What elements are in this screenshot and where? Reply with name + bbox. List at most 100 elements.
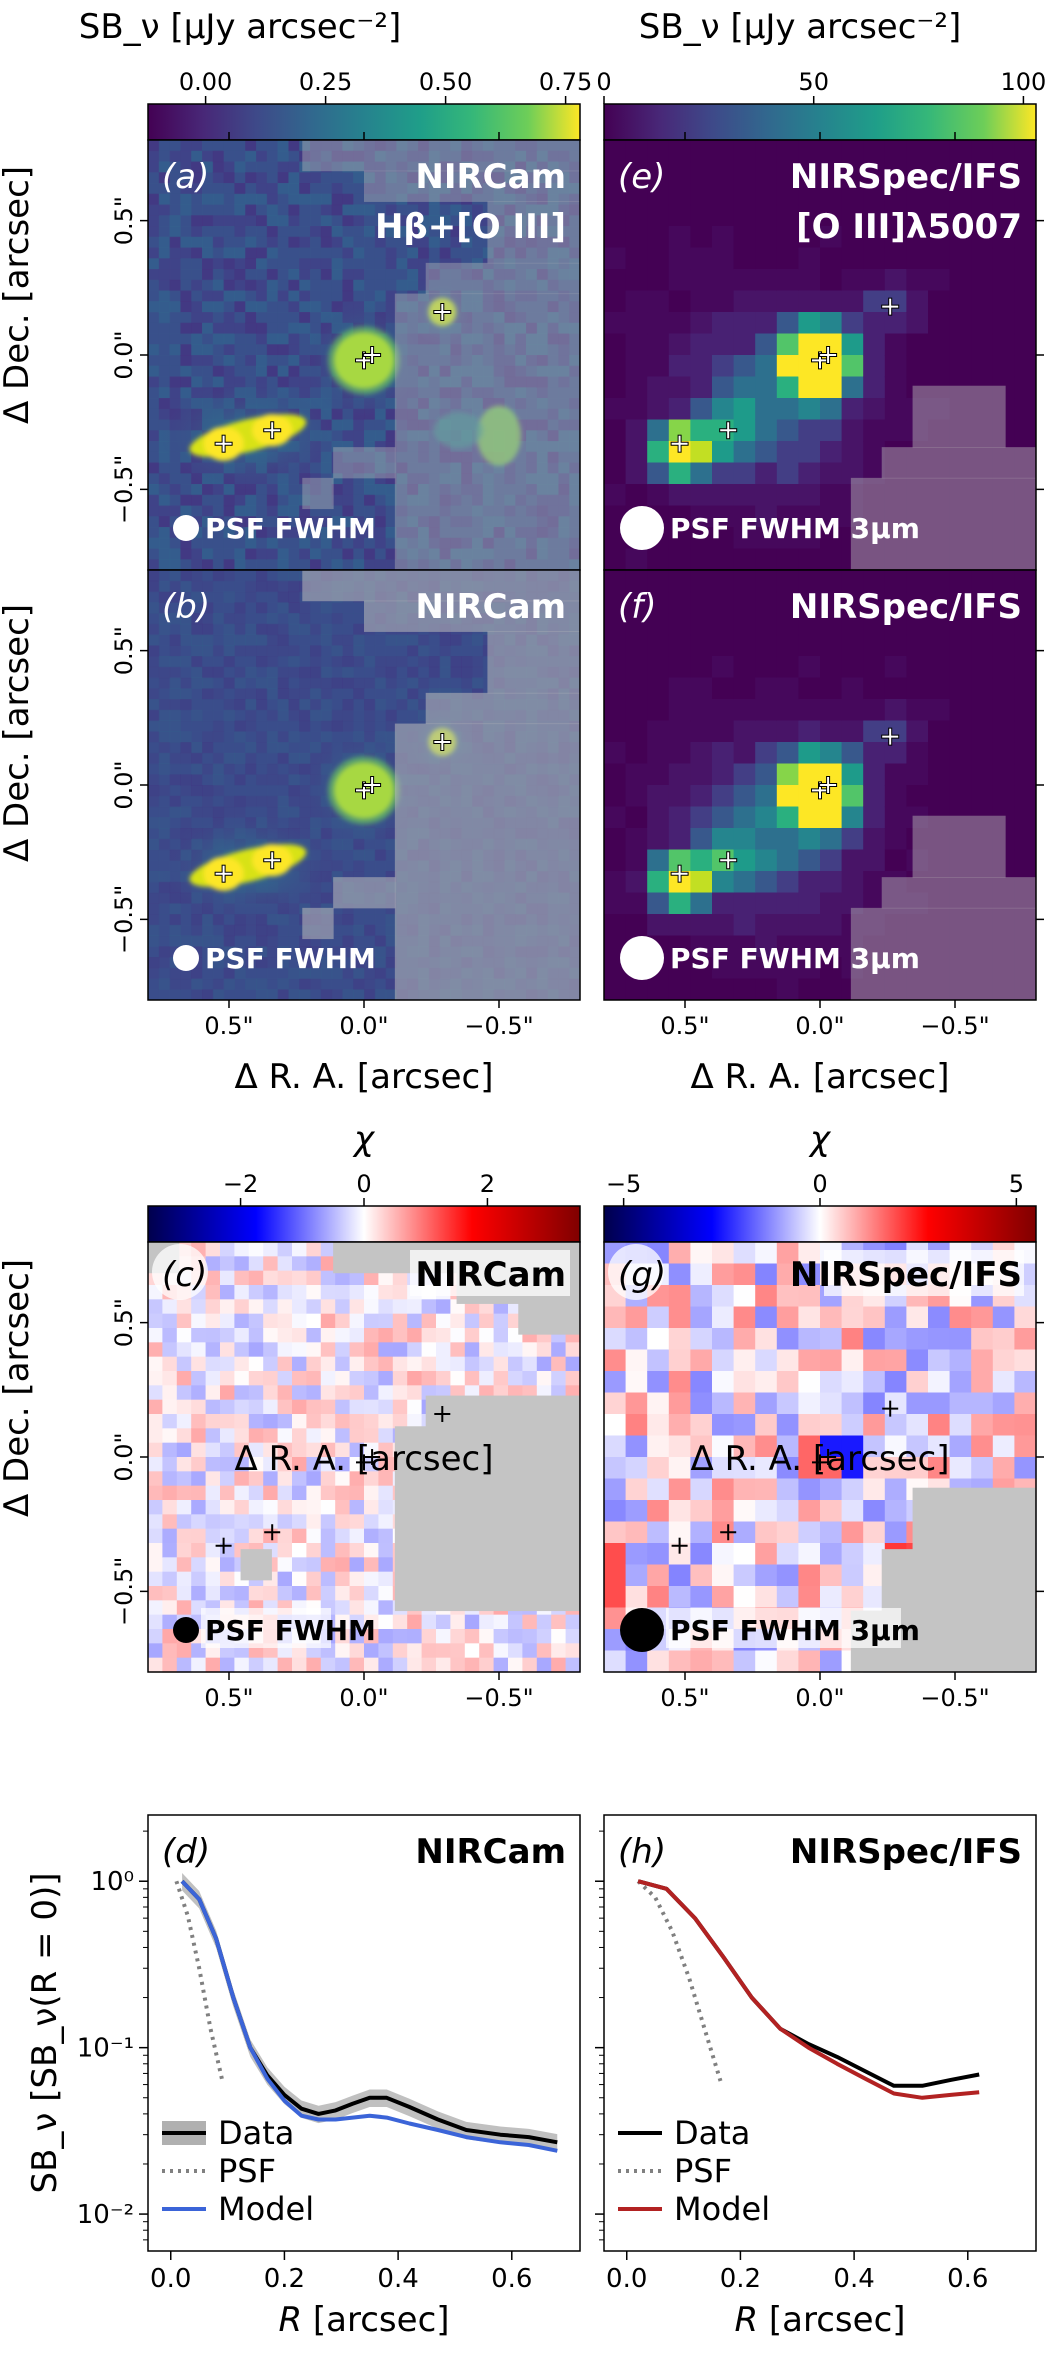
noise-pixel [169, 731, 181, 743]
noise-pixel [191, 763, 203, 775]
ifs-pixel [1014, 140, 1036, 163]
chi-pixel [436, 1299, 451, 1315]
noise-pixel [148, 419, 160, 431]
chi-pixel [148, 1557, 163, 1573]
noise-pixel [396, 505, 408, 517]
noise-pixel [148, 258, 160, 270]
noise-pixel [180, 709, 192, 722]
ifs-pixel [647, 355, 670, 378]
ifs-pixel [884, 548, 907, 570]
noise-pixel [385, 935, 397, 947]
ifs-pixel [1014, 441, 1036, 464]
noise-pixel [569, 301, 580, 313]
noise-pixel [158, 795, 171, 808]
noise-pixel [212, 258, 225, 270]
noise-pixel [212, 226, 225, 238]
ifs-pixel [798, 226, 821, 249]
ifs-pixel [863, 161, 886, 184]
ifs-pixel [971, 183, 994, 206]
ifs-pixel [820, 419, 843, 442]
ifs-pixel [820, 570, 843, 593]
noise-pixel [202, 484, 214, 496]
chi-pixel [176, 1543, 192, 1558]
noise-pixel [310, 269, 322, 281]
ifs-pixel [928, 226, 951, 249]
chi-pixel [292, 1270, 307, 1286]
noise-pixel [439, 505, 451, 517]
noise-pixel [148, 333, 160, 345]
noise-pixel [353, 204, 365, 216]
noise-pixel [158, 226, 171, 238]
noise-pixel [515, 419, 527, 431]
ifs-pixel [971, 204, 994, 227]
noise-pixel [180, 677, 192, 689]
noise-pixel [418, 226, 430, 238]
ifs-pixel [863, 527, 886, 550]
ifs-pixel [798, 462, 821, 485]
noise-pixel [266, 236, 279, 249]
noise-pixel [148, 860, 160, 872]
noise-pixel [320, 559, 333, 570]
noise-pixel [245, 537, 257, 550]
noise-pixel [558, 301, 570, 313]
ifs-pixel [647, 226, 670, 249]
noise-pixel [461, 355, 473, 367]
noise-pixel [472, 204, 484, 216]
noise-pixel [493, 387, 505, 399]
noise-pixel [169, 312, 181, 324]
chi-pixel [220, 1500, 235, 1515]
noise-pixel [202, 677, 214, 689]
chi-pixel [148, 1371, 163, 1386]
noise-pixel [169, 204, 181, 216]
noise-pixel [277, 376, 289, 388]
chi-pixel [479, 1643, 495, 1659]
noise-pixel [374, 279, 387, 292]
noise-pixel [158, 720, 171, 732]
noise-pixel [169, 656, 181, 668]
noise-pixel [234, 688, 246, 700]
ifs-pixel [992, 548, 1015, 570]
noise-pixel [547, 451, 559, 464]
noise-pixel [256, 204, 268, 216]
chi-pixel [234, 1328, 250, 1343]
noise-pixel [461, 548, 473, 560]
image-layer [148, 140, 580, 570]
noise-pixel [202, 322, 214, 335]
noise-pixel [374, 484, 387, 496]
noise-pixel [439, 408, 451, 421]
noise-pixel [515, 183, 527, 195]
chi-pixel [421, 1299, 437, 1315]
chi-pixel [378, 1342, 394, 1358]
noise-pixel [212, 236, 225, 249]
noise-pixel [536, 376, 549, 388]
noise-pixel [331, 709, 343, 722]
noise-pixel [299, 516, 311, 528]
ifs-pixel [863, 785, 886, 808]
noise-pixel [353, 226, 365, 238]
noise-pixel [515, 247, 527, 259]
noise-pixel [202, 666, 214, 679]
noise-pixel [158, 559, 171, 570]
ifs-pixel [992, 505, 1015, 528]
chi-pixel [292, 1442, 307, 1458]
ifs-pixel [1014, 226, 1036, 249]
noise-pixel [482, 301, 495, 313]
noise-pixel [374, 204, 387, 216]
chi-pixel [263, 1385, 279, 1401]
noise-pixel [428, 226, 441, 238]
noise-pixel [385, 430, 397, 442]
noise-pixel [223, 527, 235, 539]
noise-pixel [418, 365, 430, 378]
noise-pixel [364, 161, 376, 173]
noise-pixel [418, 527, 430, 539]
colorbar-tick-label: 0 [596, 68, 611, 96]
noise-pixel [191, 376, 203, 388]
noise-pixel [418, 634, 430, 646]
noise-pixel [288, 290, 300, 302]
noise-pixel [277, 161, 289, 173]
chi-pixel [306, 1543, 322, 1558]
noise-pixel [266, 484, 279, 496]
noise-pixel [385, 247, 397, 259]
noise-pixel [547, 516, 559, 528]
ifs-pixel [755, 935, 778, 958]
